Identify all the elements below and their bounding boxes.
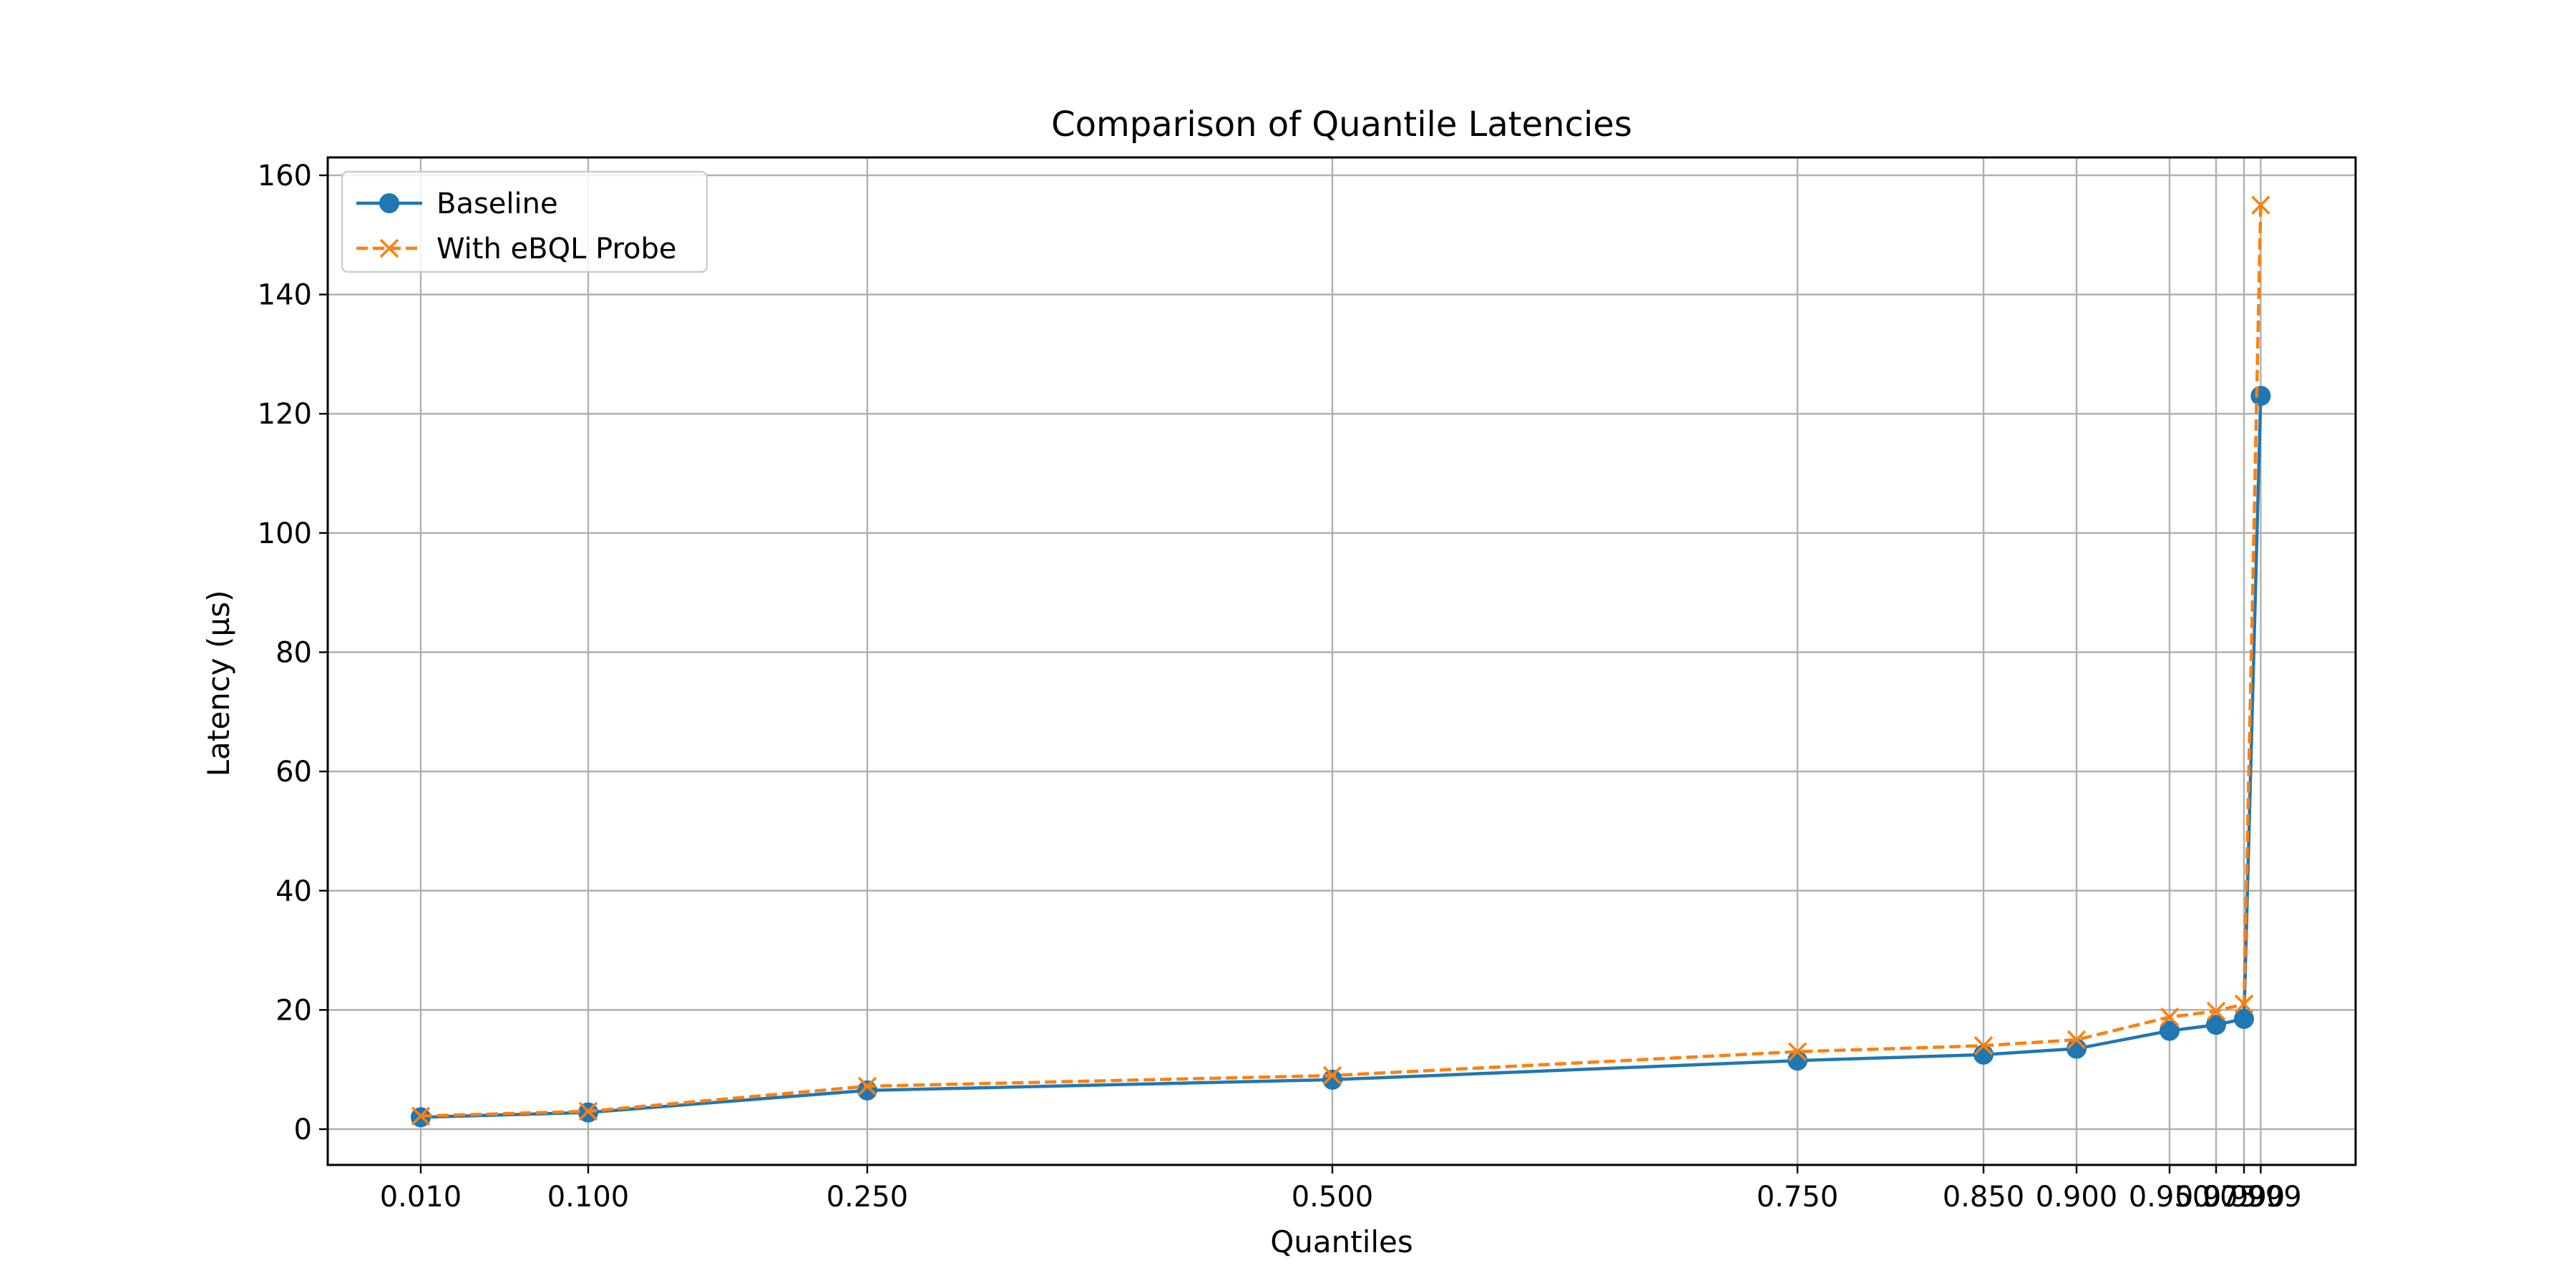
legend-label: Baseline	[436, 187, 558, 220]
data-point	[2067, 1038, 2087, 1059]
y-tick-label: 20	[275, 994, 312, 1027]
x-tick-label: 0.250	[826, 1181, 909, 1214]
y-tick-label: 60	[275, 756, 312, 789]
x-tick-label: 0.990	[2203, 1181, 2285, 1214]
x-tick-label: 0.999	[2220, 1181, 2302, 1214]
x-tick-label: 0.975	[2175, 1181, 2258, 1214]
series-ebql-probe	[411, 195, 2270, 1126]
y-tick-label: 160	[258, 160, 312, 192]
y-tick-label: 120	[258, 398, 312, 431]
x-tick-label: 0.850	[1943, 1181, 2025, 1214]
x-tick-label: 0.750	[1757, 1181, 1839, 1214]
data-point	[857, 1080, 877, 1101]
data-point	[1974, 1044, 1994, 1065]
chart-title: Comparison of Quantile Latencies	[1051, 104, 1632, 145]
data-point	[2160, 1008, 2180, 1027]
plot-frame	[326, 156, 2357, 1166]
data-point	[1787, 1042, 1807, 1061]
x-tick-label: 0.100	[547, 1181, 630, 1214]
y-axis-label: Latency (µs)	[201, 590, 236, 777]
series-group	[411, 195, 2271, 1128]
y-tick-label: 40	[275, 875, 312, 908]
x-tick-label: 0.010	[380, 1181, 462, 1214]
grid	[328, 157, 2356, 1165]
x-tick-label: 0.900	[2036, 1181, 2118, 1214]
data-point	[2160, 1020, 2180, 1041]
axes: 0.010 0.100 0.250 0.500 0.750 0.850 0.900 0.950…	[258, 160, 2302, 1214]
legend: Baseline With eBQL Probe	[341, 170, 708, 273]
legend-box	[341, 170, 708, 273]
x-tick-label: 0.950	[2129, 1181, 2211, 1214]
data-point	[411, 1106, 431, 1126]
data-point	[578, 1101, 598, 1121]
legend-item: Baseline	[356, 187, 558, 220]
x-axis-label: Quantiles	[1270, 1224, 1413, 1259]
data-point	[1974, 1036, 1994, 1055]
data-point	[1787, 1050, 1807, 1071]
data-point	[1322, 1069, 1342, 1090]
data-point	[2206, 1015, 2226, 1035]
legend-marker	[379, 238, 399, 258]
data-point	[2206, 1001, 2226, 1021]
y-tick-label: 0	[294, 1113, 312, 1146]
x-tick-label: 0.500	[1292, 1181, 1374, 1214]
data-point	[1322, 1065, 1342, 1085]
y-tick-label: 80	[275, 637, 312, 670]
data-point	[857, 1076, 877, 1096]
legend-label: With eBQL Probe	[436, 233, 677, 265]
legend-item: With eBQL Probe	[356, 233, 677, 265]
y-tick-label: 140	[258, 279, 312, 312]
y-tick-label: 100	[258, 517, 312, 550]
data-point	[2067, 1030, 2087, 1050]
data-point	[2234, 1008, 2254, 1029]
data-point	[2234, 994, 2254, 1014]
data-point	[2251, 195, 2270, 215]
data-point	[2250, 386, 2271, 406]
legend-marker	[379, 193, 399, 213]
